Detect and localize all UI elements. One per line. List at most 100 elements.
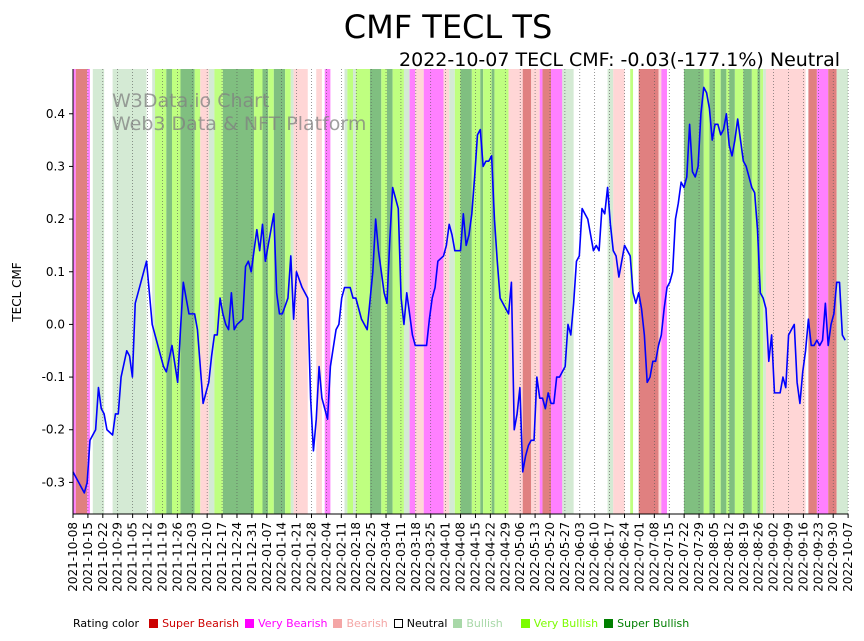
rating-band (638, 69, 659, 514)
y-tick-label: 0.0 (46, 317, 65, 331)
x-tick-label: 2021-12-17 (215, 522, 229, 592)
x-tick-label: 2022-09-16 (796, 522, 810, 592)
rating-band (87, 69, 90, 514)
rating-band (751, 69, 758, 514)
x-tick-label: 2022-10-07 (841, 522, 855, 592)
y-tick-label: -0.2 (42, 423, 65, 437)
rating-band (415, 69, 424, 514)
legend-item: Super Bullish (604, 617, 689, 630)
legend-swatch (149, 619, 159, 628)
rating-band (760, 69, 764, 514)
rating-band (551, 69, 563, 514)
rating-band (607, 69, 614, 514)
y-axis-label: TECL CMF (10, 262, 24, 323)
y-tick-label: 0.4 (46, 107, 65, 121)
rating-band (273, 69, 286, 514)
rating-band (344, 69, 348, 514)
rating-band (483, 69, 492, 514)
cmf-series-line (72, 86, 846, 494)
legend-label: Super Bearish (162, 617, 240, 630)
rating-band (369, 69, 382, 514)
rating-band (180, 69, 195, 514)
rating-band (703, 69, 710, 514)
x-tick-label: 2021-11-26 (170, 522, 184, 592)
x-tick-label: 2022-02-18 (349, 522, 363, 592)
rating-band (661, 69, 667, 514)
rating-band (443, 69, 450, 514)
x-tick-label: 2022-06-03 (573, 522, 587, 592)
rating-band (658, 69, 662, 514)
rating-band (262, 69, 269, 514)
x-tick-label: 2022-09-09 (781, 522, 795, 592)
x-tick-label: 2022-08-05 (707, 522, 721, 592)
rating-band (293, 69, 308, 514)
x-tick-label: 2021-10-08 (66, 522, 80, 592)
rating-band (222, 69, 255, 514)
rating-band (75, 69, 88, 514)
legend-swatch (245, 619, 255, 628)
rating-band (200, 69, 209, 514)
rating-band (715, 69, 721, 514)
rating-band (743, 69, 752, 514)
rating-band (709, 69, 716, 514)
rating-band (828, 69, 837, 514)
legend-swatch (393, 619, 403, 628)
x-tick-label: 2022-06-17 (603, 522, 617, 592)
x-tick-label: 2022-04-29 (498, 522, 512, 592)
rating-band (726, 69, 730, 514)
x-tick-label: 2022-05-06 (513, 522, 527, 592)
x-tick-label: 2021-11-19 (155, 522, 169, 592)
rating-band (73, 69, 76, 514)
x-tick-label: 2021-12-03 (185, 522, 199, 592)
x-tick-label: 2022-05-27 (558, 522, 572, 592)
x-tick-label: 2021-11-12 (141, 522, 155, 592)
x-tick-label: 2021-10-29 (111, 522, 125, 592)
rating-band (254, 69, 263, 514)
x-tick-label: 2022-09-23 (811, 522, 825, 592)
rating-legend: Rating color Super Bearish Very Bearish Be… (73, 617, 695, 630)
rating-band (112, 69, 147, 514)
rating-band (214, 69, 223, 514)
y-tick-label: -0.3 (42, 475, 65, 489)
rating-band (683, 69, 704, 514)
rating-band (449, 69, 455, 514)
watermark-line: W3Data.io Chart (112, 90, 269, 112)
legend-item: Bearish (333, 617, 388, 630)
legend-label: Very Bearish (258, 617, 328, 630)
rating-band (494, 69, 509, 514)
legend-swatch (604, 619, 614, 628)
legend-label: Bearish (346, 617, 388, 630)
x-tick-label: 2021-12-10 (200, 522, 214, 592)
rating-band (166, 69, 172, 514)
x-tick-label: 2022-06-10 (588, 522, 602, 592)
rating-band (194, 69, 201, 514)
x-tick-label: 2022-08-19 (737, 522, 751, 592)
x-tick-label: 2022-01-21 (290, 522, 304, 592)
x-tick-label: 2022-02-25 (364, 522, 378, 592)
x-tick-label: 2022-01-28 (304, 522, 318, 592)
x-tick-label: 2022-03-04 (379, 522, 393, 592)
x-tick-label: 2022-06-24 (618, 522, 632, 592)
rating-band (763, 69, 766, 514)
legend-item: Super Bearish (149, 617, 239, 630)
rating-band (353, 69, 356, 514)
rating-band (734, 69, 744, 514)
x-tick-label: 2022-02-11 (334, 522, 348, 592)
legend-label: Neutral (406, 617, 448, 630)
rating-band (542, 69, 552, 514)
rating-band (316, 69, 322, 514)
x-tick-label: 2022-02-04 (319, 522, 333, 592)
rating-band (392, 69, 404, 514)
rating-band (480, 69, 484, 514)
x-tick-label: 2022-07-22 (677, 522, 691, 592)
x-tick-label: 2022-03-25 (424, 522, 438, 592)
x-tick-label: 2021-10-22 (96, 522, 110, 592)
rating-band (630, 69, 634, 514)
x-tick-label: 2022-09-30 (826, 522, 840, 592)
rating-band (471, 69, 481, 514)
x-tick-label: 2022-07-15 (662, 522, 676, 592)
y-tick-label: 0.2 (46, 212, 65, 226)
legend-title: Rating color (73, 617, 140, 630)
x-tick-label: 2022-04-15 (468, 522, 482, 592)
rating-band (460, 69, 472, 514)
